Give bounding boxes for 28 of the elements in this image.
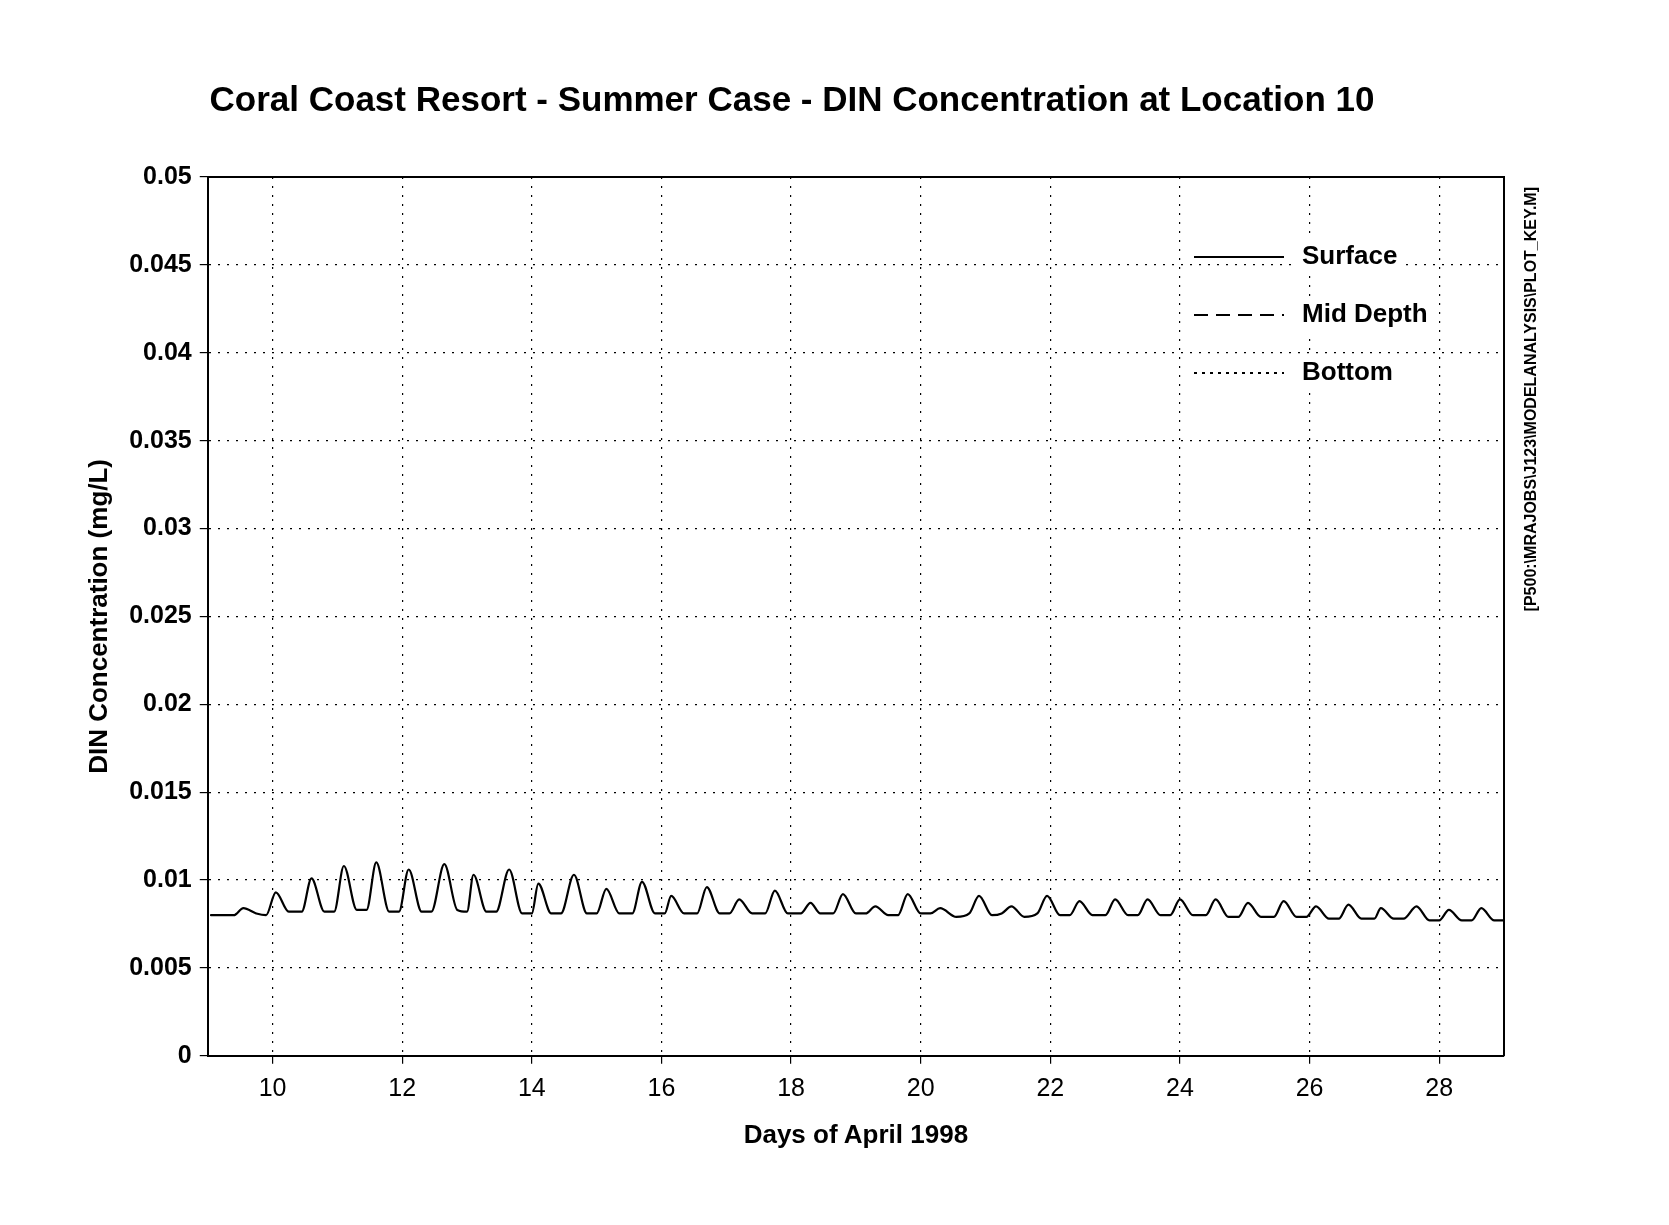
y-tick-label: 0.025 [129, 600, 192, 629]
y-tick-label: 0.015 [129, 776, 192, 805]
y-tick-label: 0.03 [143, 512, 192, 541]
y-tick-label: 0.005 [129, 951, 192, 980]
legend-label: Surface [1302, 240, 1398, 271]
x-tick-label: 12 [388, 1072, 417, 1101]
chart-title: Coral Coast Resort - Summer Case - DIN Concentration at Location 10 [209, 78, 1375, 118]
legend-label: Bottom [1302, 356, 1393, 387]
y-tick-label: 0.045 [129, 248, 192, 277]
y-axis-title: DIN Concentration (mg/L) [82, 458, 113, 774]
y-tick-label: 0.05 [143, 160, 192, 189]
x-tick-label: 24 [1166, 1072, 1194, 1101]
x-tick-label: 20 [906, 1072, 935, 1101]
y-tick-label: 0.01 [143, 863, 192, 892]
x-axis-title: Days of April 1998 [743, 1118, 969, 1149]
x-tick-label: 18 [777, 1072, 805, 1101]
y-tick-label: 0.02 [143, 688, 192, 717]
text: [P500:\MRAJOBS\J123\MODELANALYSIS\PLOT_KEY.M] [1522, 187, 1540, 612]
x-tick-label: 28 [1425, 1072, 1454, 1101]
legend-label: Mid Depth [1302, 298, 1428, 329]
x-tick-label: 14 [517, 1072, 546, 1101]
x-tick-label: 22 [1036, 1072, 1065, 1101]
x-tick-label: 26 [1295, 1072, 1324, 1101]
x-tick-label: 10 [258, 1072, 287, 1101]
x-tick-label: 16 [647, 1072, 676, 1101]
y-tick-label: 0.035 [129, 424, 192, 453]
y-tick-label: 0 [177, 1039, 192, 1068]
y-tick-label: 0.04 [143, 336, 192, 365]
